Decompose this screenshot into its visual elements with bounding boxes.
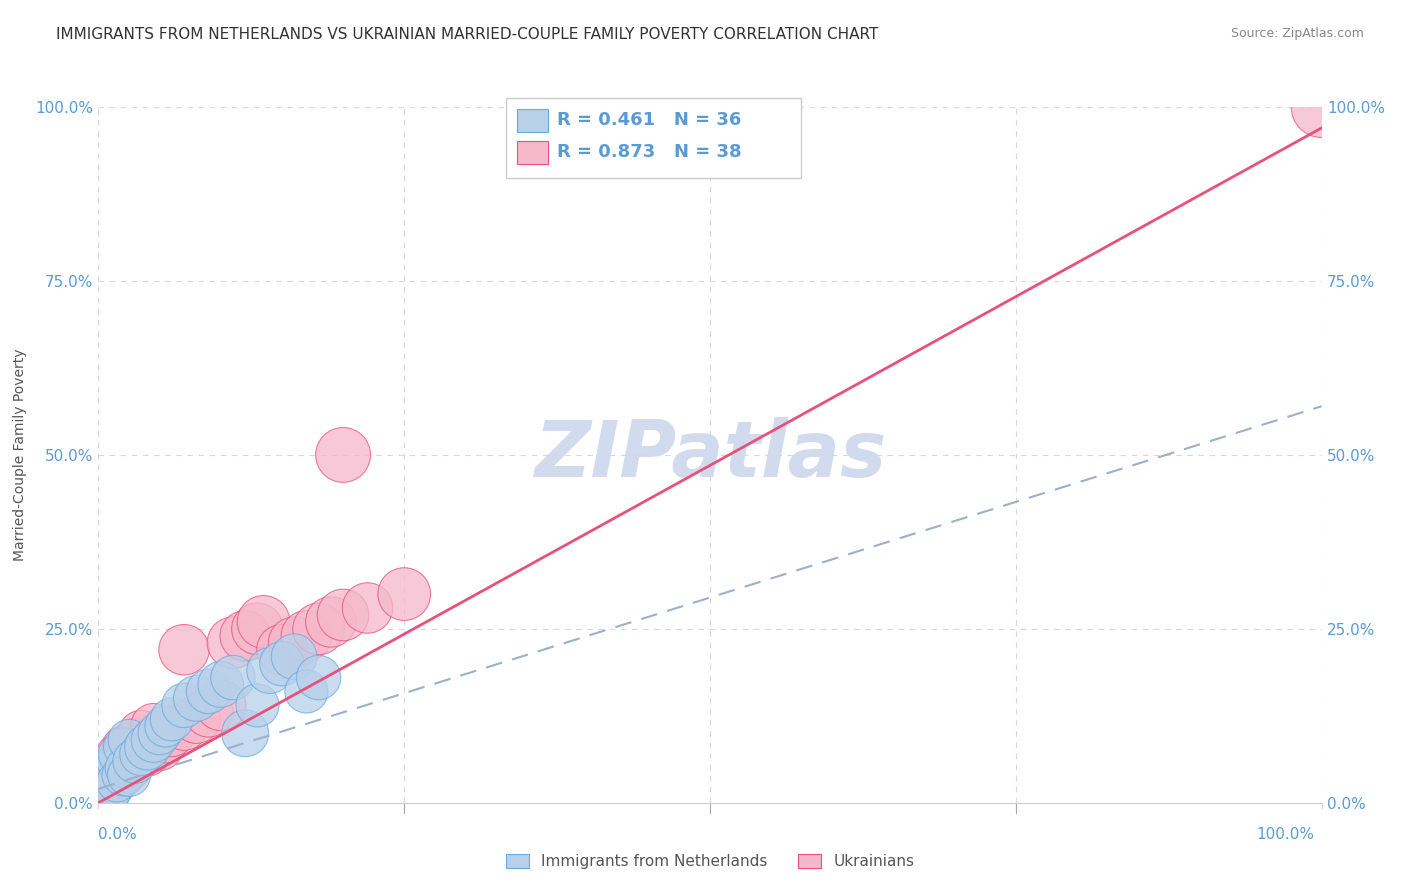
Point — [209, 698, 232, 713]
Point — [103, 754, 125, 768]
Point — [222, 636, 245, 650]
Point — [173, 642, 195, 657]
Text: 0.0%: 0.0% — [98, 827, 138, 841]
Point — [124, 733, 146, 747]
Point — [283, 649, 305, 664]
Point — [118, 733, 141, 747]
Point — [96, 768, 118, 782]
Point — [91, 781, 114, 796]
Point — [105, 775, 128, 789]
Text: ZIPatlas: ZIPatlas — [534, 417, 886, 493]
Point — [295, 684, 318, 698]
Point — [97, 768, 120, 782]
Point — [142, 719, 165, 733]
Point — [246, 622, 269, 636]
Point — [90, 789, 112, 803]
Point — [209, 677, 232, 691]
Text: R = 0.873   N = 38: R = 0.873 N = 38 — [557, 143, 741, 161]
Point — [100, 761, 122, 775]
Text: IMMIGRANTS FROM NETHERLANDS VS UKRAINIAN MARRIED-COUPLE FAMILY POVERTY CORRELATI: IMMIGRANTS FROM NETHERLANDS VS UKRAINIAN… — [56, 27, 879, 42]
Point — [246, 698, 269, 713]
Point — [283, 636, 305, 650]
Point — [124, 754, 146, 768]
Point — [295, 629, 318, 643]
Point — [111, 740, 134, 755]
Point — [308, 671, 330, 685]
Point — [270, 657, 294, 671]
Point — [186, 712, 208, 726]
Point — [129, 747, 152, 761]
Text: Source: ZipAtlas.com: Source: ZipAtlas.com — [1230, 27, 1364, 40]
Point — [114, 761, 136, 775]
Y-axis label: Married-Couple Family Poverty: Married-Couple Family Poverty — [13, 349, 27, 561]
Point — [93, 775, 115, 789]
Point — [111, 740, 134, 755]
Point — [124, 754, 146, 768]
Point — [149, 726, 172, 740]
Point — [100, 781, 122, 796]
Point — [270, 642, 294, 657]
Point — [100, 789, 122, 803]
Point — [233, 726, 256, 740]
Point — [96, 781, 118, 796]
Point — [160, 712, 183, 726]
Point — [319, 615, 342, 629]
Point — [101, 781, 124, 796]
Point — [173, 719, 195, 733]
Point — [1310, 100, 1333, 114]
Point — [118, 761, 141, 775]
Point — [111, 768, 134, 782]
Point — [136, 747, 159, 761]
Point — [136, 740, 159, 755]
Point — [105, 775, 128, 789]
Point — [155, 733, 177, 747]
Point — [356, 601, 378, 615]
Point — [160, 726, 183, 740]
Text: R = 0.461   N = 36: R = 0.461 N = 36 — [557, 111, 741, 128]
Text: 100.0%: 100.0% — [1257, 827, 1315, 841]
Point — [155, 719, 177, 733]
Point — [90, 792, 112, 806]
Point — [392, 587, 416, 601]
Point — [118, 768, 141, 782]
Point — [142, 733, 165, 747]
Point — [197, 706, 219, 720]
Point — [105, 747, 128, 761]
Point — [252, 615, 274, 629]
Point — [111, 768, 134, 782]
Point — [93, 789, 115, 803]
Point — [100, 761, 122, 775]
Point — [197, 684, 219, 698]
Point — [186, 691, 208, 706]
Legend: Immigrants from Netherlands, Ukrainians: Immigrants from Netherlands, Ukrainians — [499, 848, 921, 875]
Point — [173, 698, 195, 713]
Point — [149, 740, 172, 755]
Point — [259, 664, 281, 678]
Point — [332, 607, 354, 622]
Point — [105, 747, 128, 761]
Point — [233, 629, 256, 643]
Point — [332, 448, 354, 462]
Point — [222, 671, 245, 685]
Point — [93, 775, 115, 789]
Point — [308, 622, 330, 636]
Point — [91, 785, 114, 799]
Point — [129, 726, 152, 740]
